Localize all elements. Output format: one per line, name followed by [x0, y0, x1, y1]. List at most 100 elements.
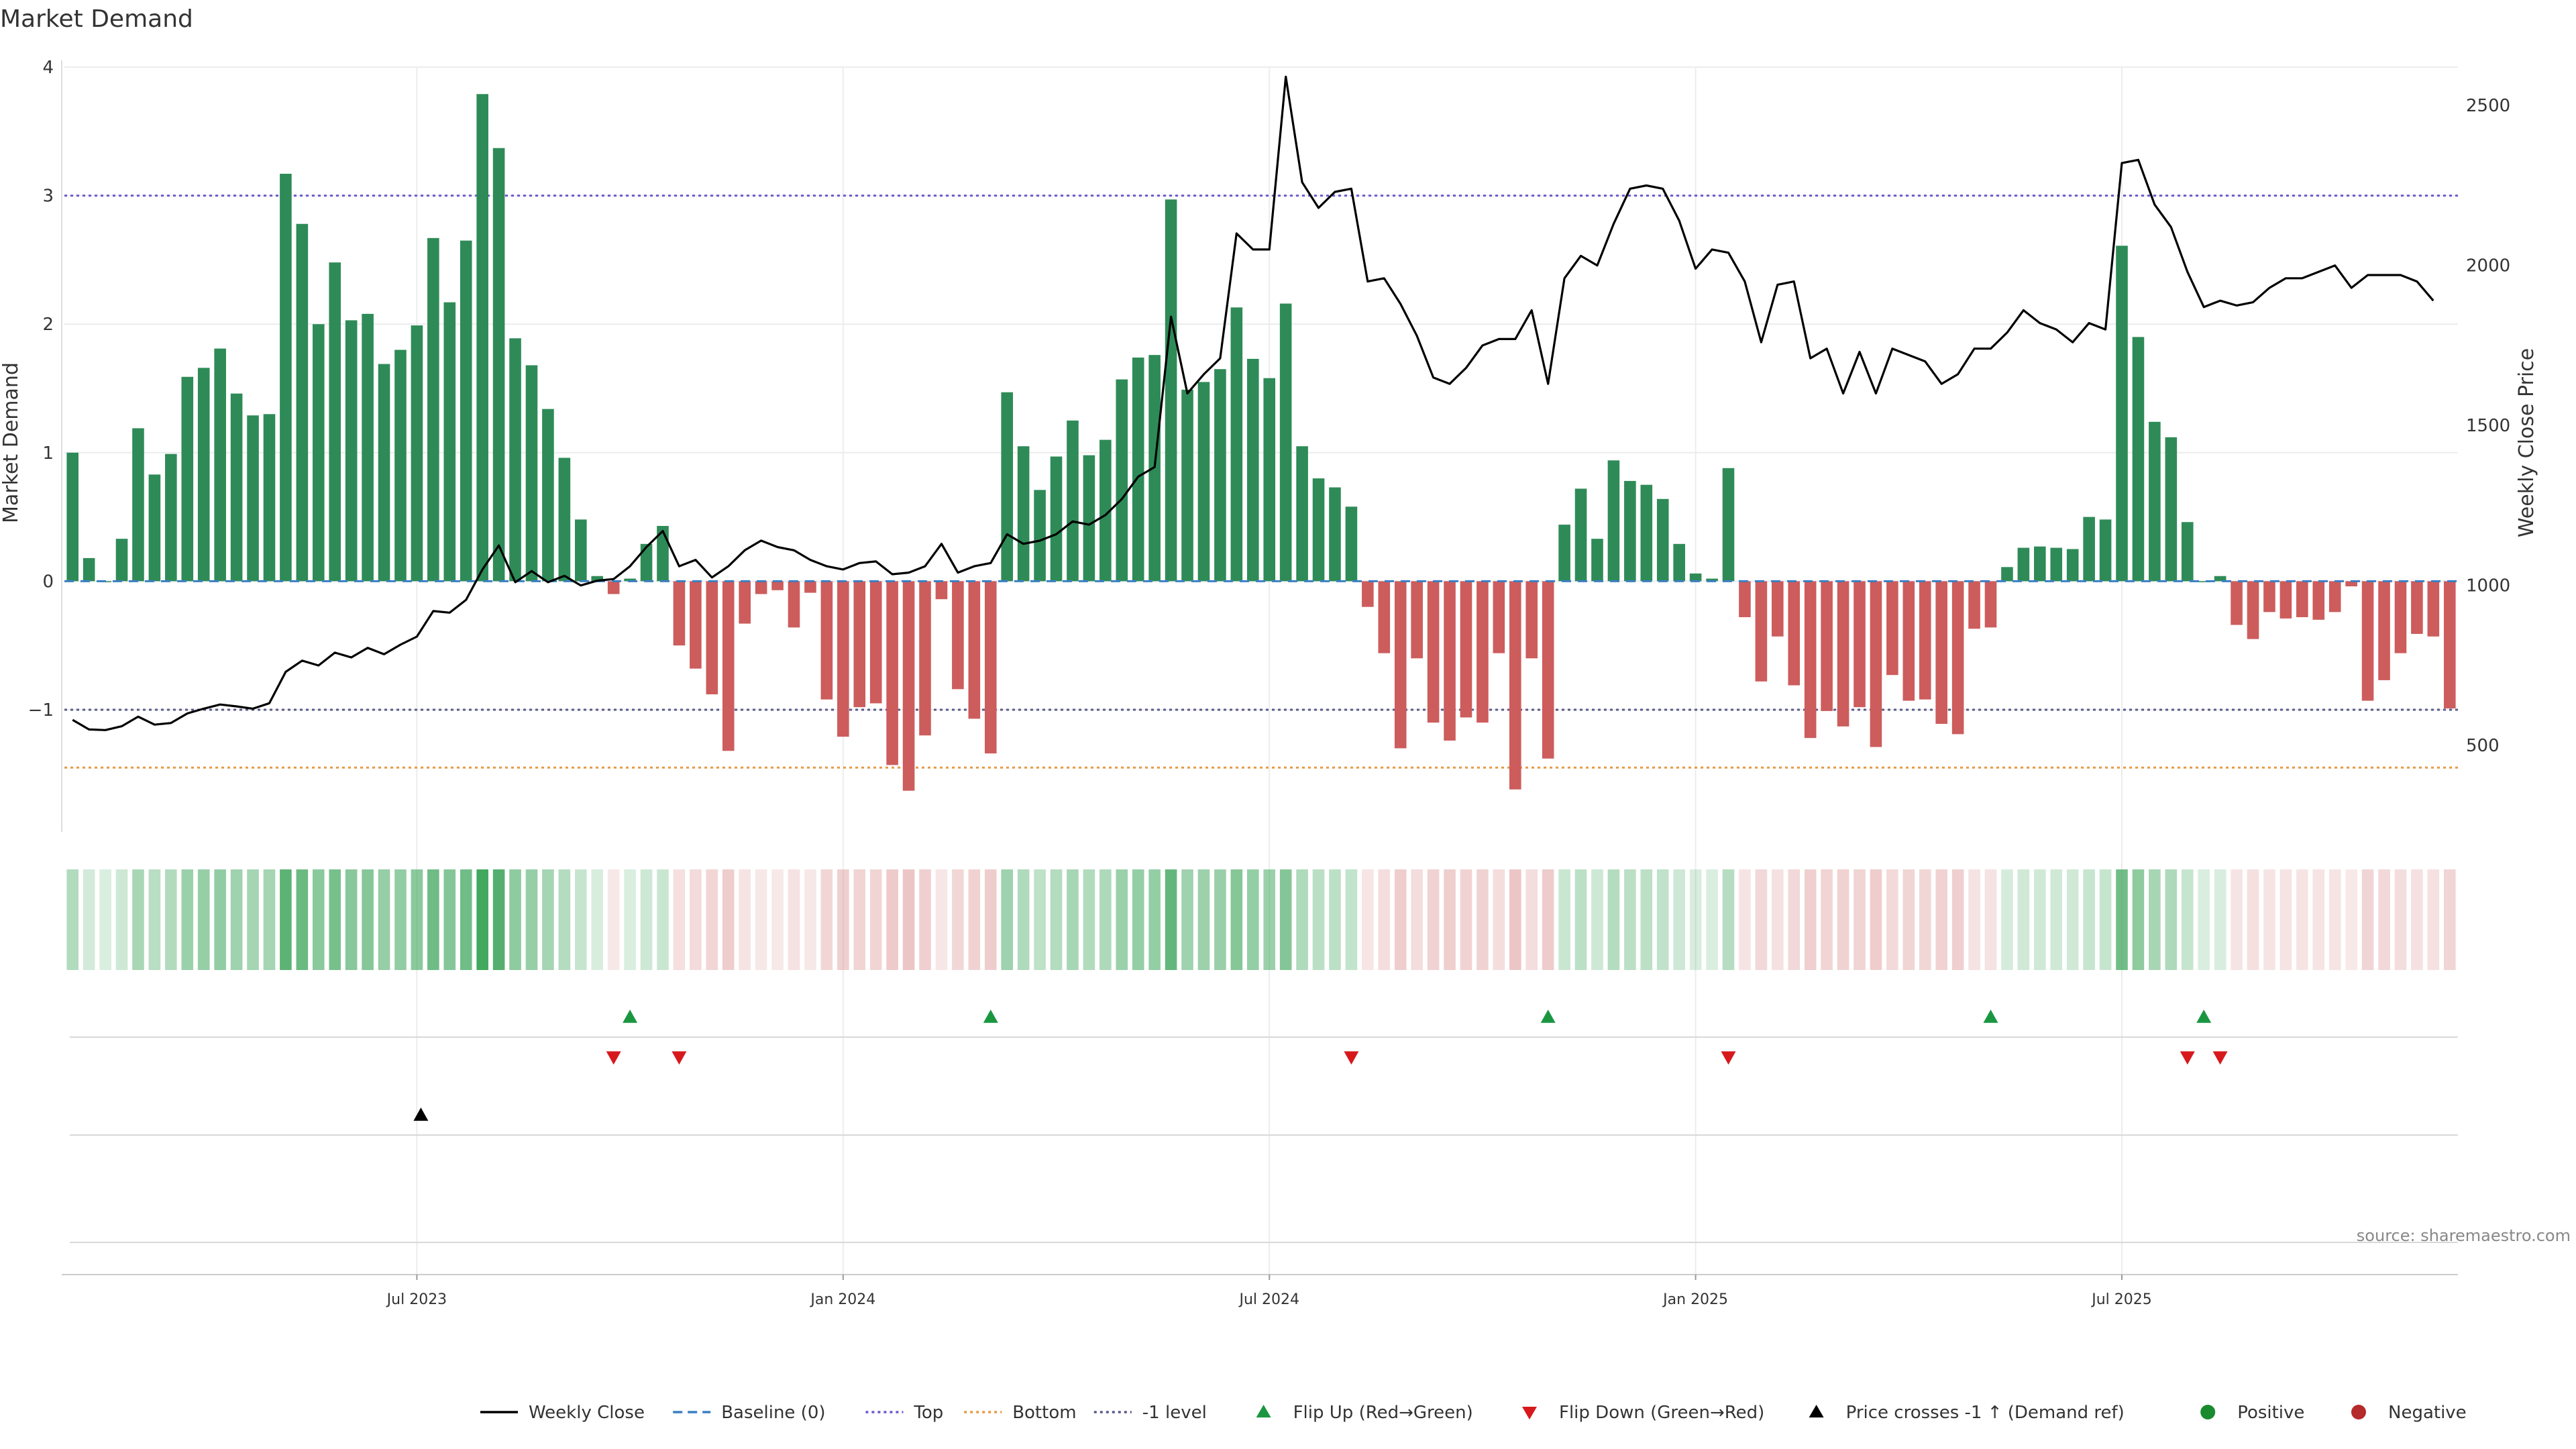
heat-cell — [1460, 869, 1472, 970]
heat-cell — [1230, 869, 1243, 970]
demand-bar — [1411, 581, 1423, 659]
demand-bar — [1854, 581, 1866, 708]
demand-bar — [2345, 581, 2357, 587]
heat-cell — [1477, 869, 1489, 970]
heat-cell — [1837, 869, 1849, 970]
demand-bar — [411, 325, 423, 582]
demand-bar — [1722, 468, 1735, 582]
heat-cell — [2296, 869, 2308, 970]
heat-cell — [1951, 869, 1964, 970]
demand-bar — [706, 581, 718, 694]
demand-bar — [345, 320, 358, 582]
legend-swatch — [2351, 1405, 2366, 1419]
heat-cell — [1345, 869, 1358, 970]
demand-bar — [1525, 581, 1538, 659]
heat-cell — [935, 869, 948, 970]
demand-bar — [2116, 246, 2128, 582]
y-tick-label: 3 — [42, 186, 54, 207]
heat-cell — [1165, 869, 1177, 970]
demand-bar — [1624, 480, 1636, 582]
demand-bar — [247, 415, 259, 582]
heat-cell — [886, 869, 898, 970]
legend-item: Bottom — [964, 1403, 1077, 1423]
heat-cell — [2066, 869, 2079, 970]
chart-title: Market Demand — [0, 5, 193, 33]
flip-up-marker — [1983, 1010, 1998, 1023]
heat-cell — [148, 869, 161, 970]
heat-cell — [509, 869, 521, 970]
demand-bar — [607, 581, 620, 594]
legend-label: Positive — [2237, 1403, 2304, 1423]
heat-cell — [2165, 869, 2178, 970]
demand-bar — [460, 240, 472, 582]
demand-bar — [1312, 478, 1325, 582]
flip-down-marker — [606, 1051, 621, 1065]
heat-cell — [99, 869, 111, 970]
demand-bar — [83, 557, 95, 582]
heat-cell — [1296, 869, 1308, 970]
demand-bar — [968, 581, 981, 719]
heat-cell — [280, 869, 292, 970]
demand-bar — [378, 364, 390, 582]
legend-label: Baseline (0) — [721, 1403, 825, 1423]
flip-down-marker — [1721, 1051, 1736, 1065]
y2-tick-label: 500 — [2466, 736, 2500, 756]
demand-bar — [1197, 382, 1210, 582]
event-markers — [70, 1010, 2458, 1243]
flip-up-marker — [2196, 1010, 2212, 1023]
heat-cell — [1197, 869, 1210, 970]
demand-bar — [2214, 576, 2226, 582]
heat-cell — [624, 869, 636, 970]
heat-cell — [1689, 869, 1702, 970]
heat-cell — [197, 869, 210, 970]
heat-cell — [2050, 869, 2063, 970]
demand-bar — [2050, 547, 2063, 582]
demand-bar — [902, 581, 915, 791]
heat-cell — [345, 869, 358, 970]
heat-cell — [1099, 869, 1112, 970]
heat-cell — [1558, 869, 1570, 970]
demand-bar — [1460, 581, 1472, 718]
heat-cell — [690, 869, 702, 970]
demand-bar — [984, 581, 997, 754]
heat-cell — [1607, 869, 1620, 970]
legend-item: Weekly Close — [480, 1403, 645, 1423]
legend-item: Flip Up (Red→Green) — [1256, 1403, 1473, 1423]
heat-cell — [1591, 869, 1603, 970]
heat-cell — [1263, 869, 1276, 970]
heat-cell — [1755, 869, 1768, 970]
demand-bar — [591, 576, 604, 582]
heat-cell — [2017, 869, 2030, 970]
flip-up-marker — [1540, 1010, 1556, 1023]
heat-cell — [558, 869, 571, 970]
demand-bar — [1083, 455, 1095, 582]
heat-cell — [1246, 869, 1259, 970]
heat-cell — [1001, 869, 1014, 970]
demand-bar — [476, 94, 488, 582]
y2-tick-label: 2500 — [2466, 96, 2510, 116]
grid — [61, 60, 2458, 1275]
demand-bar — [1542, 581, 1554, 759]
heat-cell — [755, 869, 767, 970]
heat-cell — [902, 869, 915, 970]
demand-bar — [1821, 581, 1833, 711]
heat-cell — [1083, 869, 1095, 970]
demand-bar — [2296, 581, 2308, 618]
heat-cell — [263, 869, 276, 970]
heat-cell — [394, 869, 407, 970]
heat-cell — [181, 869, 194, 970]
source-note: source: sharemaestro.com — [2357, 1226, 2571, 1245]
demand-bar — [1427, 581, 1440, 723]
heat-cell — [2181, 869, 2194, 970]
heat-cell — [1509, 869, 1521, 970]
heat-cell — [476, 869, 488, 970]
y2-tick-label: 2000 — [2466, 256, 2510, 276]
demand-bar — [1673, 543, 1685, 582]
demand-bar — [1394, 581, 1407, 749]
x-tick-label: Jul 2023 — [386, 1291, 447, 1308]
legend-label: Bottom — [1012, 1403, 1076, 1423]
demand-bar — [1951, 581, 1964, 735]
x-tick-label: Jul 2025 — [2090, 1291, 2152, 1308]
demand-bar — [1099, 439, 1112, 582]
demand-heat-strip — [66, 869, 2456, 970]
